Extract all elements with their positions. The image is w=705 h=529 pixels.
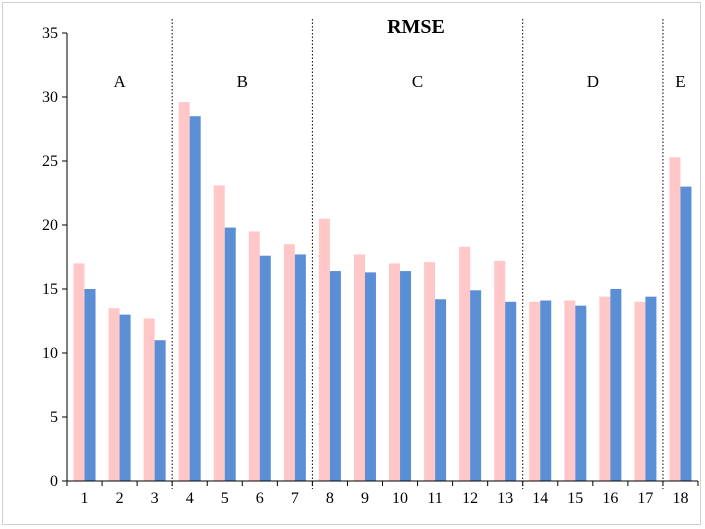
x-tick-label-18: 18 <box>672 490 688 507</box>
bar-series2-18 <box>680 186 692 481</box>
bar-series1-16 <box>599 296 611 481</box>
bar-series2-3 <box>154 340 166 481</box>
bars-layer <box>73 102 692 482</box>
x-tick-label-17: 17 <box>637 490 653 507</box>
group-label-E: E <box>675 72 685 91</box>
bar-series1-6 <box>248 231 260 481</box>
bar-series1-12 <box>459 246 471 481</box>
x-tick-label-2: 2 <box>116 490 124 507</box>
x-tick-label-4: 4 <box>186 490 194 507</box>
bar-series2-10 <box>400 271 412 481</box>
bar-series2-15 <box>575 305 587 481</box>
bar-series1-4 <box>178 102 190 482</box>
bar-series1-9 <box>353 254 365 481</box>
y-tick-label-35: 35 <box>42 25 58 42</box>
bar-series1-3 <box>143 318 155 481</box>
group-label-B: B <box>237 72 248 91</box>
bar-series2-13 <box>505 301 517 481</box>
bar-series1-11 <box>424 262 436 481</box>
y-tick-label-20: 20 <box>42 217 58 234</box>
x-tick-label-16: 16 <box>602 490 618 507</box>
bar-series2-4 <box>189 116 201 481</box>
x-tick-label-14: 14 <box>532 490 548 507</box>
x-tick-label-11: 11 <box>427 490 442 507</box>
y-tick-label-30: 30 <box>42 89 58 106</box>
x-tick-label-7: 7 <box>291 490 299 507</box>
bar-series1-13 <box>494 260 506 481</box>
axes-layer <box>62 32 699 486</box>
bar-series1-14 <box>529 301 541 481</box>
x-tick-label-15: 15 <box>567 490 583 507</box>
bar-series2-2 <box>119 314 131 481</box>
bar-series2-16 <box>610 289 622 481</box>
bar-series2-5 <box>224 227 236 481</box>
x-tick-label-12: 12 <box>462 490 478 507</box>
bar-series1-18 <box>669 157 681 481</box>
y-tick-label-15: 15 <box>42 281 58 298</box>
x-tick-label-9: 9 <box>361 490 369 507</box>
bar-series2-11 <box>435 299 447 481</box>
bar-series2-14 <box>540 300 552 481</box>
x-tick-label-13: 13 <box>497 490 513 507</box>
bar-series1-1 <box>73 263 85 481</box>
bar-series2-6 <box>259 255 271 481</box>
bar-series1-15 <box>564 300 576 481</box>
bar-series1-8 <box>318 218 330 481</box>
y-tick-label-0: 0 <box>50 473 58 490</box>
bar-series2-17 <box>645 296 657 481</box>
group-dividers <box>171 19 664 489</box>
x-tick-label-5: 5 <box>221 490 229 507</box>
x-tick-label-10: 10 <box>392 490 408 507</box>
group-label-C: C <box>412 72 423 91</box>
bar-series1-2 <box>108 308 120 481</box>
chart-title: RMSE <box>387 16 445 38</box>
bar-series1-17 <box>634 301 646 481</box>
x-tick-label-1: 1 <box>81 490 89 507</box>
bar-series2-9 <box>364 272 376 481</box>
bar-series2-1 <box>84 289 96 481</box>
x-tick-label-6: 6 <box>256 490 264 507</box>
bar-series1-7 <box>283 244 295 481</box>
x-tick-label-8: 8 <box>326 490 334 507</box>
bar-series2-12 <box>470 290 482 481</box>
y-tick-label-25: 25 <box>42 153 58 170</box>
bar-series2-7 <box>294 254 306 481</box>
y-tick-label-5: 5 <box>50 409 58 426</box>
group-label-A: A <box>113 72 126 91</box>
bar-series2-8 <box>329 271 341 481</box>
y-tick-label-10: 10 <box>42 345 58 362</box>
group-label-D: D <box>587 72 599 91</box>
x-tick-label-3: 3 <box>151 490 159 507</box>
bar-series1-10 <box>389 263 401 481</box>
bar-series1-5 <box>213 185 225 481</box>
